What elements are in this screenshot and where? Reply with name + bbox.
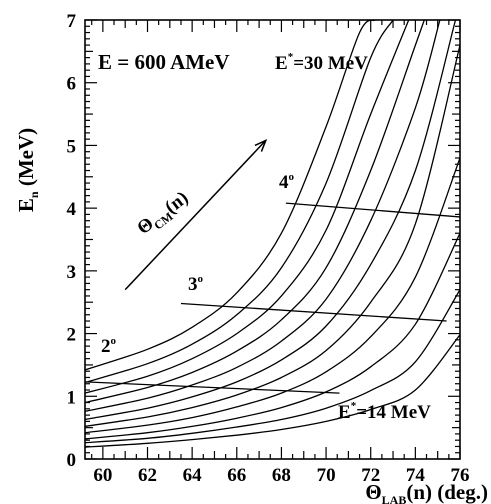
energy-curves — [85, 20, 460, 448]
angle-label-4: 4o — [279, 171, 295, 193]
y-tick-label: 3 — [67, 262, 77, 283]
energy-curve-5 — [85, 20, 441, 412]
plot-frame — [84, 19, 461, 460]
y-tick-label: 5 — [67, 136, 77, 157]
x-tick-label: 62 — [138, 465, 157, 486]
theta-cm-arrow — [124, 138, 268, 291]
x-tick-labels: 60 62 64 66 68 70 72 74 76 — [93, 465, 469, 486]
energy-curve-11 — [85, 334, 460, 448]
iso-angle-lines — [84, 202, 461, 394]
y-axis-title: En (MeV) — [14, 128, 41, 212]
estar-bottom-label: E*=14 MeV — [338, 400, 431, 423]
x-axis-title: ΘLAB(n) (deg.) — [365, 480, 488, 504]
theta-cm-label: ΘCM(n) — [133, 187, 194, 241]
axis-ticks — [85, 19, 461, 460]
y-tick-labels: 0 1 2 3 4 5 6 7 — [67, 11, 77, 471]
arrow-head — [254, 138, 268, 152]
iso-angle-line-3 — [180, 302, 447, 322]
y-tick-label: 1 — [67, 387, 77, 408]
beam-energy-label: E = 600 AMeV — [98, 50, 230, 74]
x-tick-label: 76 — [451, 465, 470, 486]
angle-label-3: 3o — [188, 273, 204, 295]
x-tick-label: 66 — [227, 465, 246, 486]
estar-top-label: E*=30 MeV — [275, 51, 368, 74]
energy-curve-7 — [85, 44, 460, 428]
x-tick-label: 68 — [272, 465, 291, 486]
energy-curve-10 — [85, 289, 460, 444]
y-tick-label: 6 — [67, 74, 77, 95]
y-tick-label: 2 — [67, 325, 77, 346]
energy-curve-9 — [85, 232, 460, 440]
x-tick-label: 64 — [183, 465, 203, 486]
energy-curve-4 — [85, 20, 425, 404]
y-tick-label: 0 — [67, 450, 77, 471]
energy-curve-6 — [85, 20, 457, 421]
y-tick-label: 4 — [67, 199, 77, 220]
x-tick-label: 70 — [317, 465, 336, 486]
x-tick-label: 60 — [93, 465, 112, 486]
arrow-shaft — [124, 139, 267, 291]
angle-label-2: 2o — [101, 335, 117, 357]
iso-angle-line-2 — [84, 381, 340, 394]
energy-curve-8 — [85, 157, 460, 434]
iso-angle-line-4 — [285, 202, 461, 218]
plot-area-border — [84, 19, 461, 460]
energy-curve-1 — [85, 20, 376, 371]
y-tick-label: 7 — [67, 11, 77, 32]
energy-curve-2 — [85, 20, 394, 384]
energy-curve-3 — [85, 20, 410, 394]
x-tick-label: 72 — [361, 465, 380, 486]
x-tick-label: 74 — [406, 465, 426, 486]
